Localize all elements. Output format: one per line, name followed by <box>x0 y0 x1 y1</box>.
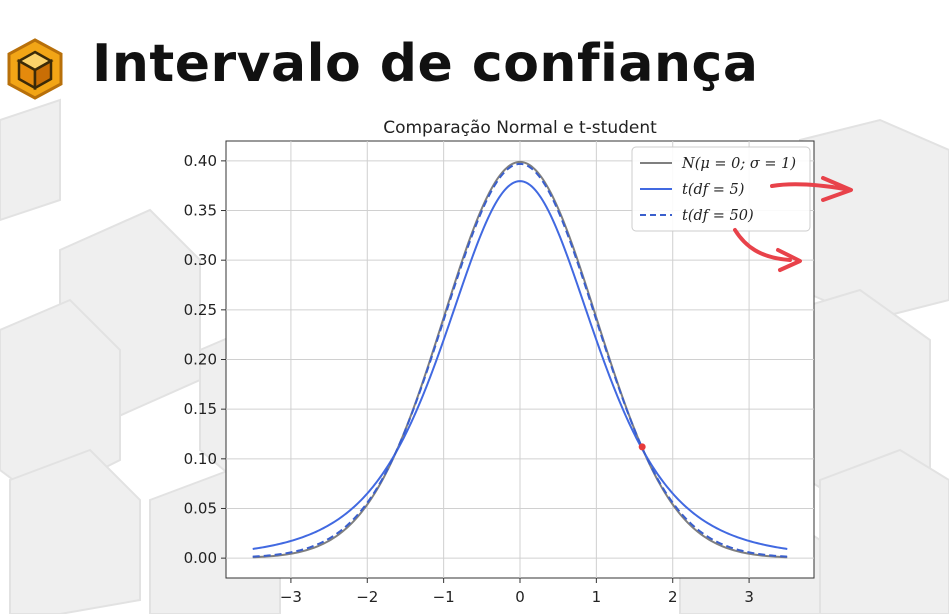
y-tick-label: 0.15 <box>184 400 217 418</box>
legend-label: t(df = 50) <box>682 208 754 224</box>
y-tick-label: 0.30 <box>184 251 217 269</box>
y-tick-label: 0.00 <box>184 549 217 567</box>
legend-box <box>631 146 811 232</box>
x-tick-label: −2 <box>356 588 378 606</box>
x-tick-label: 0 <box>515 588 525 606</box>
y-tick-label: 0.40 <box>184 152 217 170</box>
y-tick-label: 0.35 <box>184 202 217 220</box>
series-line-0 <box>252 160 788 559</box>
x-tick-label: 2 <box>668 588 678 606</box>
legend[interactable]: N(μ = 0; σ = 1) t(df = 5) t(df = 50) <box>631 146 811 232</box>
slide-title: Intervalo de confiança <box>92 34 759 94</box>
x-tick-label: 1 <box>592 588 602 606</box>
marker-point <box>638 443 646 451</box>
y-tick-label: 0.20 <box>184 351 217 369</box>
legend-label: N(μ = 0; σ = 1) <box>681 156 796 172</box>
y-tick-label: 0.10 <box>184 450 217 468</box>
series-line-2 <box>252 162 788 558</box>
x-tick-label: 3 <box>744 588 754 606</box>
y-axis: 0.00 0.05 0.10 0.15 0.20 0.25 0.30 0.35 0.40 <box>184 152 226 567</box>
y-tick-label: 0.05 <box>184 499 217 517</box>
legend-label: t(df = 5) <box>682 182 744 198</box>
x-axis: −3 −2 −1 0 1 2 3 <box>280 578 754 606</box>
slide-header: Intervalo de confiança <box>0 20 949 120</box>
annotations <box>638 443 646 451</box>
orange-cube-logo-icon <box>7 38 63 100</box>
series-lines <box>252 160 788 559</box>
x-tick-label: −3 <box>280 588 302 606</box>
series-line-1 <box>252 180 788 550</box>
x-tick-label: −1 <box>433 588 455 606</box>
y-tick-label: 0.25 <box>184 301 217 319</box>
chart-title: Comparação Normal e t-student <box>383 118 657 138</box>
handwritten-arrows <box>733 176 853 272</box>
